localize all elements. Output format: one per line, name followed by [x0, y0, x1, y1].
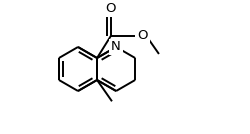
Text: N: N	[111, 40, 121, 53]
Text: O: O	[106, 2, 116, 15]
Text: O: O	[137, 29, 147, 42]
